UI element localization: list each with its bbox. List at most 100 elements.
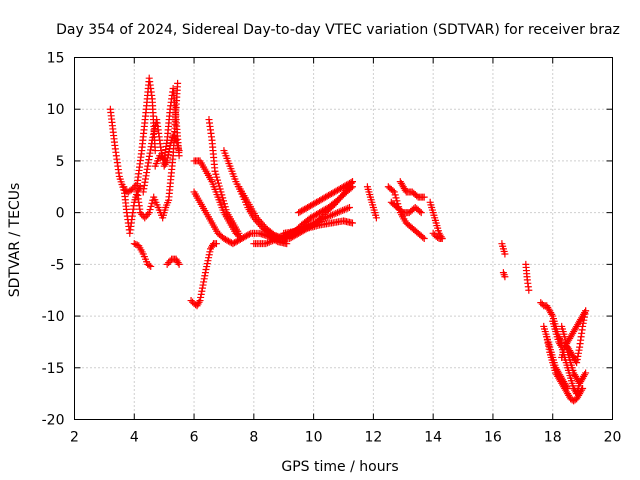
plot-frame [74, 57, 613, 420]
data-point [301, 205, 309, 213]
data-point [581, 309, 589, 317]
data-point [328, 190, 336, 198]
data-point [162, 159, 170, 167]
data-point [419, 233, 427, 241]
x-tick-label: 4 [130, 430, 139, 446]
y-tick-label: -5 [51, 257, 65, 273]
data-point [211, 167, 219, 175]
data-point [149, 133, 157, 141]
data-point [393, 197, 401, 205]
data-point [216, 185, 224, 193]
data-point [253, 214, 261, 222]
x-tick-label: 12 [364, 430, 382, 446]
y-axis-title: SDTVAR / TECUs [7, 183, 23, 298]
y-tick-label: -20 [42, 413, 65, 429]
series-trace-u [426, 198, 446, 242]
data-point [166, 257, 174, 265]
data-point [328, 211, 336, 219]
data-point [390, 188, 398, 196]
data-point [269, 237, 277, 245]
data-point [195, 298, 203, 306]
data-point [213, 173, 221, 181]
data-point [317, 196, 325, 204]
data-point [335, 208, 343, 216]
series-trace-f [151, 85, 183, 170]
data-point [347, 178, 355, 186]
data-point [330, 210, 338, 218]
data-point [147, 202, 155, 210]
x-tick-label: 6 [190, 430, 199, 446]
x-tick-label: 8 [249, 430, 258, 446]
data-point [316, 197, 324, 205]
data-point [230, 239, 238, 247]
data-point [341, 182, 349, 190]
data-point [339, 206, 347, 214]
data-point [130, 183, 138, 191]
data-point [221, 203, 229, 211]
data-point [212, 170, 220, 178]
data-point [204, 257, 212, 265]
data-point [344, 180, 352, 188]
data-point [141, 214, 149, 222]
data-point [305, 203, 313, 211]
data-point [226, 238, 234, 246]
data-point [316, 209, 324, 217]
data-point [129, 185, 137, 193]
data-point [202, 266, 210, 274]
data-point [238, 235, 246, 242]
data-point [295, 209, 303, 217]
data-point [315, 217, 323, 225]
series-trace-b [120, 183, 144, 237]
series-trace-h [187, 240, 220, 310]
data-point [236, 235, 244, 243]
data-point [322, 205, 330, 213]
data-point [318, 215, 326, 223]
data-point [222, 206, 230, 214]
data-point [416, 207, 424, 215]
x-axis-title: GPS time / hours [281, 459, 398, 475]
series-trace-w [498, 240, 509, 258]
series-trace-x [499, 269, 509, 281]
data-point [136, 209, 144, 217]
data-point [203, 260, 211, 268]
data-point [338, 184, 346, 192]
data-point [223, 236, 231, 244]
data-point [302, 204, 310, 212]
series-trace-ab [543, 333, 587, 405]
data-points [106, 74, 590, 405]
data-point [329, 189, 337, 197]
x-tick-label: 10 [305, 430, 323, 446]
data-point [259, 221, 267, 229]
data-point [307, 214, 315, 222]
data-point [132, 181, 140, 189]
data-point [130, 240, 138, 248]
data-point [392, 194, 400, 202]
x-tick-label: 16 [484, 430, 502, 446]
data-point [313, 210, 321, 218]
data-point [345, 179, 353, 187]
y-tick-label: 5 [56, 154, 65, 170]
data-point [322, 193, 330, 201]
series-trace-k [205, 116, 243, 237]
data-point [332, 187, 340, 195]
data-point [174, 79, 182, 87]
data-point [142, 212, 150, 220]
data-point [420, 193, 428, 201]
data-point [327, 212, 335, 220]
data-point [331, 188, 339, 196]
y-tick-label: -10 [42, 309, 65, 325]
data-point [335, 185, 343, 193]
data-point [319, 195, 327, 203]
data-point [572, 357, 580, 365]
data-point [389, 187, 397, 195]
data-point [148, 136, 156, 144]
data-point [311, 211, 319, 219]
chart-title: Day 354 of 2024, Sidereal Day-to-day VTE… [56, 22, 620, 38]
data-point [298, 207, 306, 215]
series-trace-p [295, 178, 356, 217]
data-point [391, 191, 399, 199]
data-point [323, 213, 331, 221]
data-point [270, 236, 278, 244]
y-tick-label: 10 [47, 102, 65, 118]
data-point [334, 186, 342, 194]
